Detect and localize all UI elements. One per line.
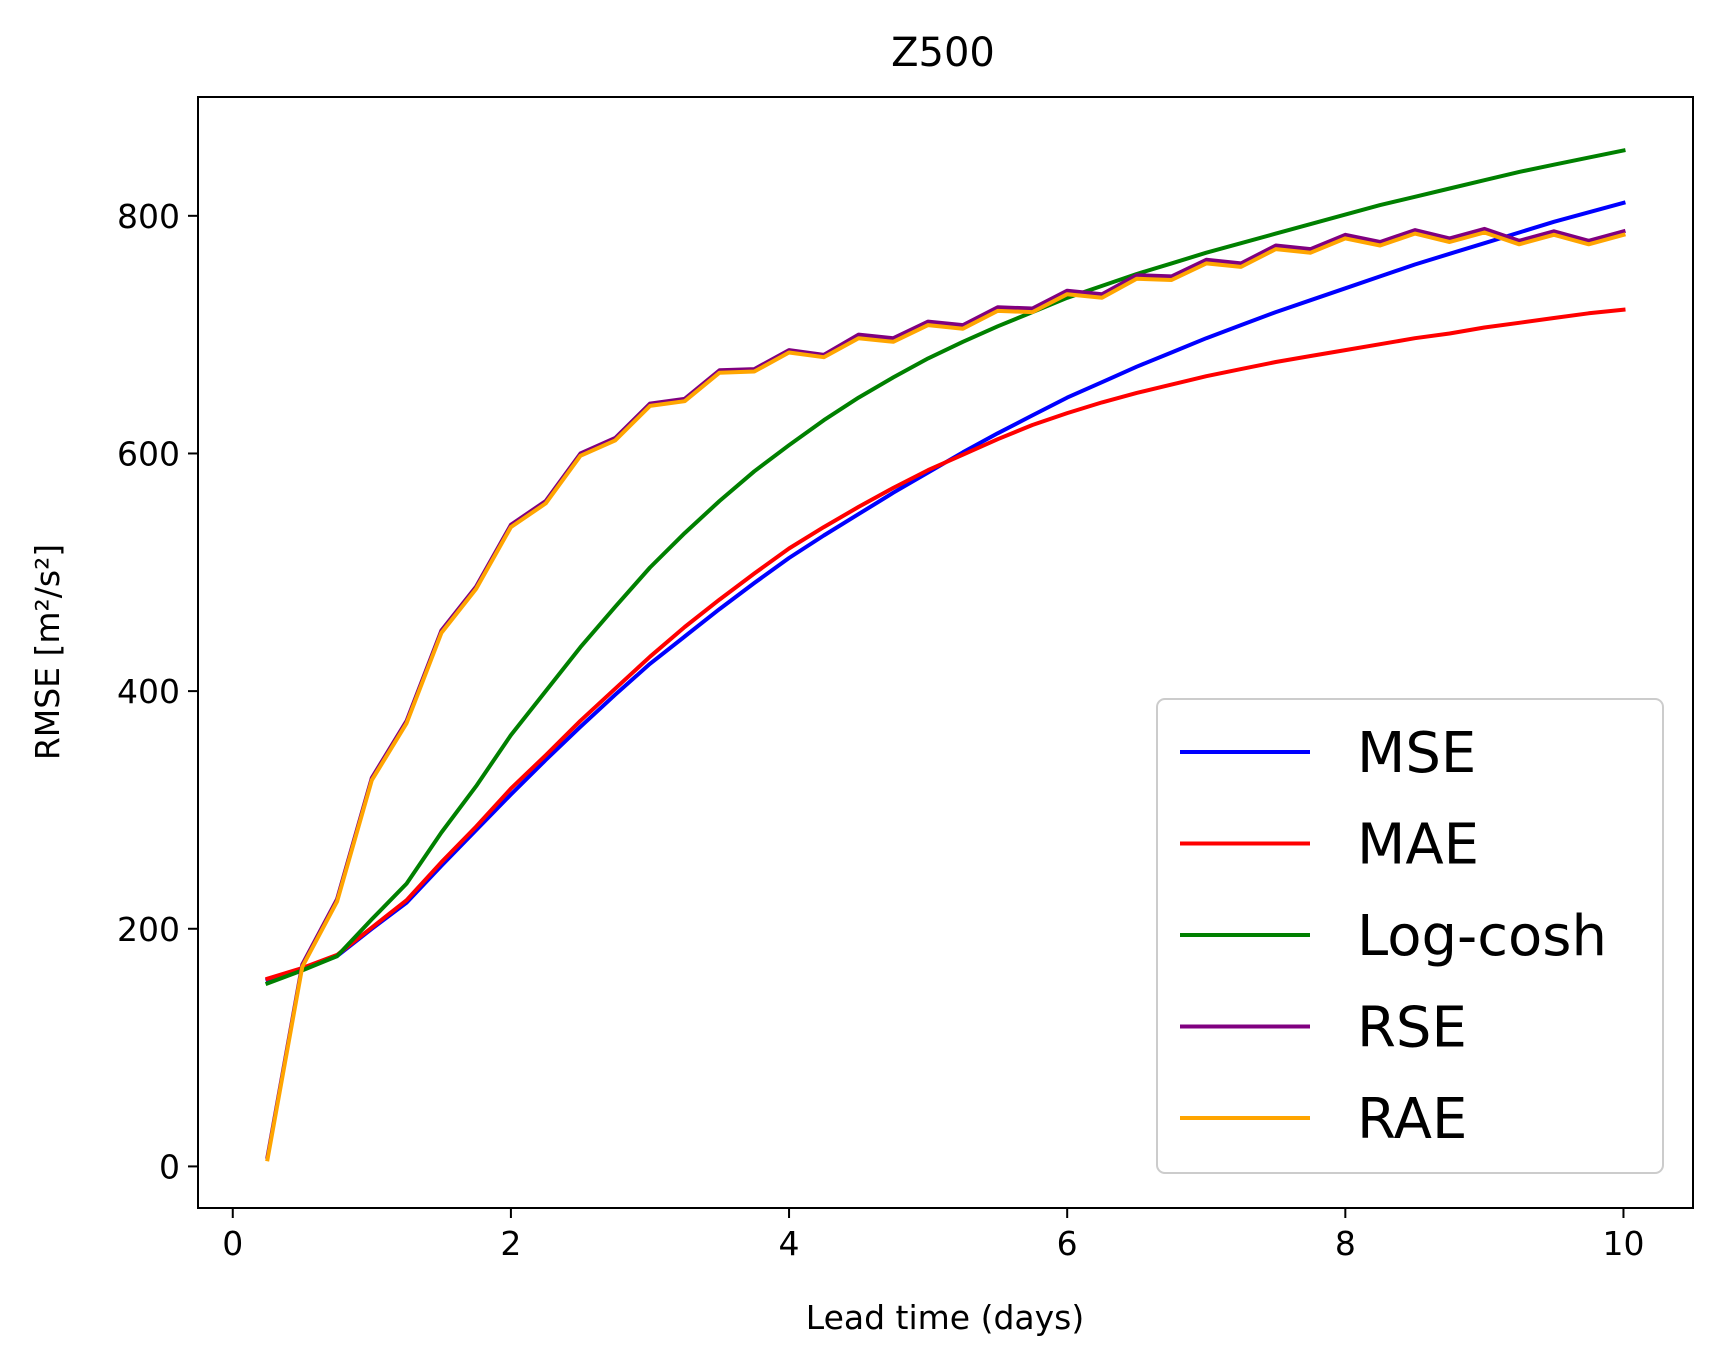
legend-label: MSE: [1357, 721, 1476, 786]
y-tick-label: 600: [117, 434, 180, 473]
x-tick-label: 10: [1602, 1224, 1644, 1263]
series-layer: [264, 148, 1626, 1162]
plot-frame: [197, 96, 1694, 1209]
chart-title: Z500: [891, 30, 995, 76]
y-tick-label: 0: [159, 1147, 180, 1186]
series-line-log-cosh: [264, 148, 1626, 986]
y-tick-label: 400: [117, 672, 180, 711]
x-tick-label: 4: [779, 1224, 800, 1263]
x-axis-label: Lead time (days): [806, 1298, 1084, 1337]
legend-box: [1156, 698, 1664, 1174]
legend-label: RSE: [1357, 996, 1467, 1061]
legend-label: MAE: [1357, 813, 1479, 878]
x-tick-label: 8: [1335, 1224, 1356, 1263]
x-axis: 0 2 4 6 8 10: [222, 1208, 1644, 1263]
y-tick-label: 800: [117, 197, 180, 236]
series-line-mae: [265, 307, 1626, 982]
legend-label: RAE: [1357, 1087, 1467, 1152]
x-tick-label: 0: [222, 1224, 243, 1263]
y-axis-label: RMSE [m²/s²]: [28, 544, 67, 760]
legend: MSE MAE Log-cosh RSE RAE: [1156, 698, 1664, 1174]
y-tick-label: 200: [117, 910, 180, 949]
legend-label: Log-cosh: [1357, 904, 1607, 969]
x-tick-label: 2: [500, 1224, 521, 1263]
series-line-rae: [265, 230, 1626, 1162]
x-tick-label: 6: [1057, 1224, 1078, 1263]
y-axis: 0 200 400 600 800: [117, 197, 198, 1186]
